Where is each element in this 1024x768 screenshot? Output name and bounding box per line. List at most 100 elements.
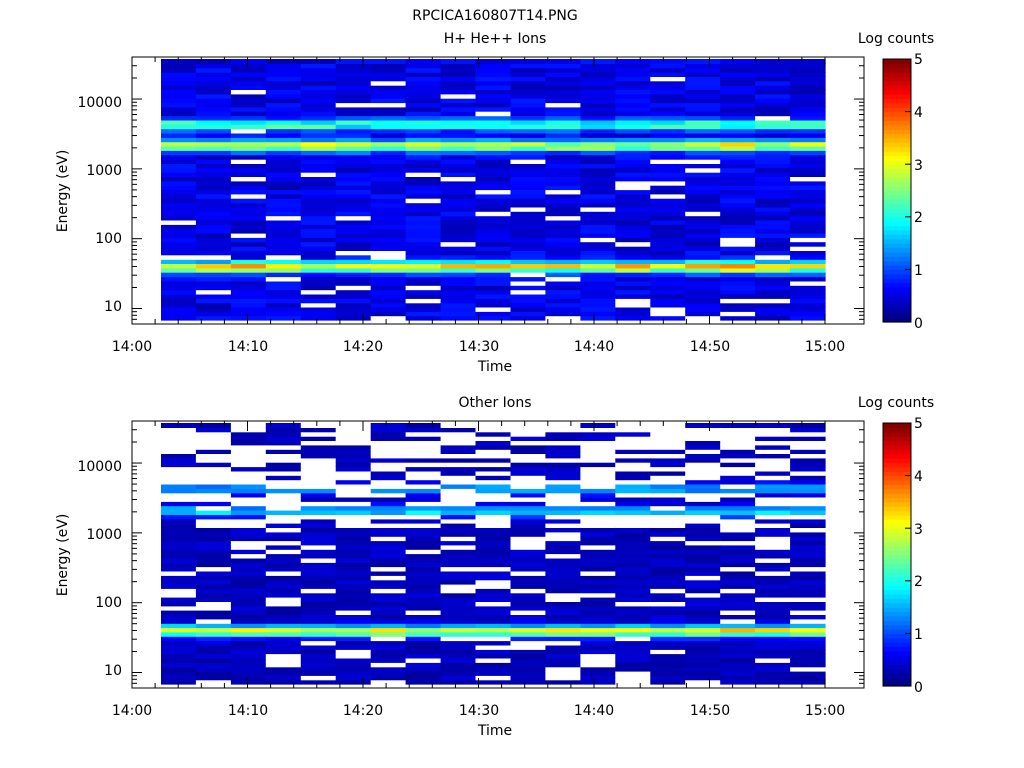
heatmap-cell [510,215,546,221]
heatmap-cell [230,115,267,121]
heatmap-cell [230,457,267,463]
heatmap-cell [370,250,407,256]
heatmap-cell [440,233,477,238]
heatmap-cell [300,267,337,273]
heatmap-cell [370,557,407,563]
heatmap-cell [685,102,721,108]
heatmap-cell [545,644,581,650]
heatmap-cell [720,644,756,650]
heatmap-cell [545,185,581,191]
heatmap-cell [685,276,721,282]
heatmap-cell [650,189,686,195]
heatmap-cell [475,444,511,450]
heatmap-cell [265,80,302,86]
heatmap-cell [195,198,232,204]
heatmap-cell [790,285,826,291]
heatmap-cell [755,302,791,308]
heatmap-cell [755,146,791,151]
heatmap-cell [790,315,826,321]
heatmap-cell [335,206,372,212]
heatmap-cell [510,180,546,186]
colorbar-swatch [883,80,911,86]
colorbar-swatch [883,120,911,126]
heatmap-cell [370,111,407,117]
heatmap-cell [230,198,267,204]
heatmap-cell [545,85,581,90]
heatmap-cell [475,579,511,585]
heatmap-cell [720,475,756,481]
heatmap-cell [650,531,686,537]
heatmap-cell [790,449,826,454]
heatmap-cell [370,172,407,177]
heatmap-cell [335,475,372,481]
heatmap-cell [755,653,791,659]
heatmap-cell [790,289,826,295]
heatmap-cell [475,63,511,69]
heatmap-cell [300,466,337,472]
heatmap-cell [685,233,721,238]
y-tick-label: 10000 [77,459,122,475]
heatmap-cell [195,514,232,520]
heatmap-cell [685,163,721,169]
heatmap-cell [161,289,197,295]
heatmap-cell [720,298,756,304]
heatmap-cell [161,475,197,481]
heatmap-cell [580,644,616,650]
heatmap-cell [755,198,791,204]
heatmap-cell [230,111,267,117]
heatmap-cell [755,496,791,502]
heatmap-cell [615,85,651,90]
heatmap-cell [300,185,337,191]
heatmap-cell [335,233,372,238]
heatmap-cell [475,675,511,681]
heatmap-cell [300,198,337,204]
heatmap-cell [615,601,651,607]
heatmap-cell [685,72,721,77]
heatmap-cell [650,137,686,143]
heatmap-cell [161,193,197,199]
heatmap-cell [195,510,232,515]
heatmap-cell [755,141,791,147]
heatmap-cell [265,176,302,182]
heatmap-cell [195,488,232,494]
heatmap-cell [545,215,581,221]
colorbar-swatch [883,98,911,104]
heatmap-cell [300,59,337,64]
heatmap-cell [300,228,337,234]
heatmap-cell [615,176,651,182]
heatmap-cell [265,597,302,602]
heatmap-cell [580,85,616,90]
heatmap-cell [685,488,721,494]
heatmap-cell [161,618,197,624]
heatmap-cell [650,527,686,533]
heatmap-cell [195,285,232,291]
heatmap-cell [265,457,302,463]
heatmap-cell [265,518,302,524]
heatmap-cell [230,154,267,160]
heatmap-cell [370,141,407,147]
heatmap-cell [685,219,721,225]
heatmap-cell [580,440,616,446]
heatmap-cell [300,298,337,304]
heatmap-cell [440,423,477,428]
heatmap-cell [440,466,477,472]
colorbar-swatch [883,238,911,244]
heatmap-cell [790,272,826,278]
heatmap-cell [195,189,232,195]
heatmap-cell [720,527,756,533]
heatmap-cell [615,202,651,208]
heatmap-cell [230,470,267,476]
heatmap-cell [405,233,442,238]
heatmap-cell [440,141,477,147]
heatmap-cell [230,228,267,234]
colorbar-swatch [883,554,911,560]
heatmap-cell [685,250,721,256]
heatmap-cell [580,479,616,485]
heatmap-cell [615,618,651,624]
heatmap-cell [335,202,372,208]
heatmap-cell [650,644,686,650]
heatmap-cell [195,293,232,299]
heatmap-cell [615,597,651,602]
heatmap-cell [580,492,616,498]
colorbar-swatch [883,85,911,91]
